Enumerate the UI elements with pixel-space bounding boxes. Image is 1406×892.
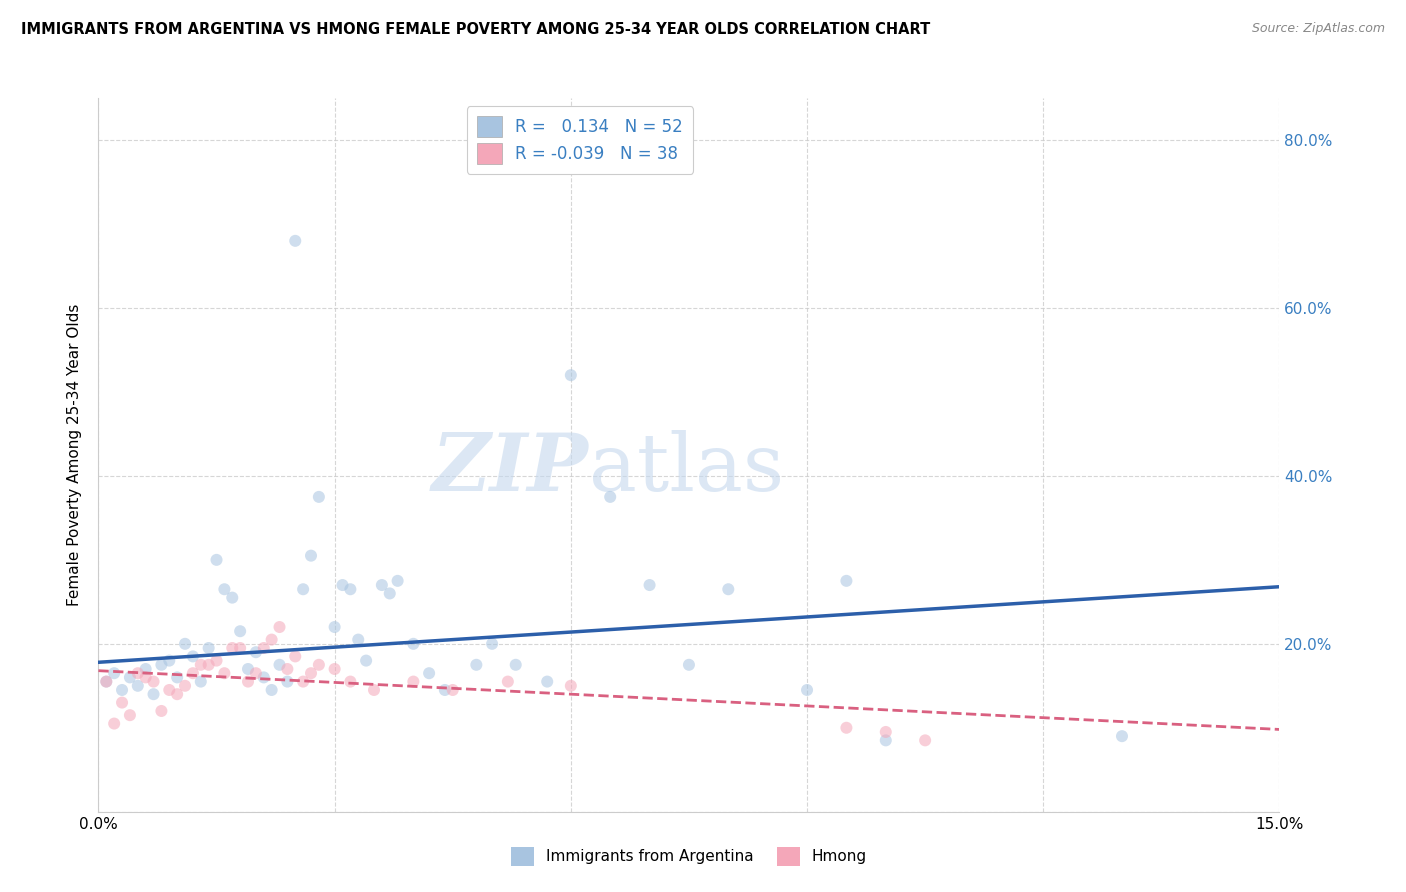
Point [127,679,149,693]
Point [103,666,125,681]
Point [214,666,236,681]
Point [875,733,897,747]
Point [284,649,307,664]
Point [560,368,582,383]
Point [560,679,582,693]
Point [332,578,354,592]
Point [142,687,165,701]
Point [433,683,456,698]
Point [354,654,377,668]
Point [245,666,267,681]
Point [236,662,259,676]
Point [875,725,897,739]
Point [638,578,661,592]
Point [205,654,228,668]
Point [371,578,394,592]
Point [181,649,204,664]
Point [299,666,322,681]
Point [269,620,291,634]
Point [505,657,527,672]
Point [142,674,165,689]
Point [387,574,409,588]
Text: Source: ZipAtlas.com: Source: ZipAtlas.com [1251,22,1385,36]
Point [96,674,118,689]
Point [363,683,385,698]
Legend: Immigrants from Argentina, Hmong: Immigrants from Argentina, Hmong [505,841,873,871]
Point [914,733,936,747]
Point [197,640,219,655]
Point [292,582,315,597]
Point [347,632,370,647]
Point [496,674,519,689]
Point [221,640,243,655]
Point [269,657,291,672]
Point [276,662,298,676]
Point [678,657,700,672]
Point [229,640,252,655]
Point [127,666,149,681]
Point [118,670,141,684]
Point [276,674,298,689]
Point [157,683,180,698]
Point [236,674,259,689]
Point [402,674,425,689]
Point [111,696,134,710]
Point [536,674,558,689]
Point [481,637,503,651]
Point [197,657,219,672]
Point [465,657,488,672]
Point [174,637,197,651]
Point [253,640,276,655]
Point [150,704,173,718]
Point [103,716,125,731]
Point [308,657,330,672]
Point [339,582,361,597]
Point [229,624,252,639]
Point [221,591,243,605]
Point [835,721,858,735]
Point [599,490,621,504]
Point [441,683,464,698]
Point [323,620,346,634]
Point [308,490,330,504]
Point [1111,729,1133,743]
Point [96,674,118,689]
Point [717,582,740,597]
Point [190,657,212,672]
Point [118,708,141,723]
Y-axis label: Female Poverty Among 25-34 Year Olds: Female Poverty Among 25-34 Year Olds [67,304,83,606]
Point [378,586,401,600]
Text: ZIP: ZIP [432,431,589,508]
Point [150,657,173,672]
Point [214,582,236,597]
Point [284,234,307,248]
Point [205,553,228,567]
Text: atlas: atlas [589,430,783,508]
Point [260,632,283,647]
Point [166,687,188,701]
Point [292,674,315,689]
Point [174,679,197,693]
Point [402,637,425,651]
Point [135,670,157,684]
Point [111,683,134,698]
Point [260,683,283,698]
Point [323,662,346,676]
Point [796,683,818,698]
Point [190,674,212,689]
Point [339,674,361,689]
Point [166,670,188,684]
Point [835,574,858,588]
Text: IMMIGRANTS FROM ARGENTINA VS HMONG FEMALE POVERTY AMONG 25-34 YEAR OLDS CORRELAT: IMMIGRANTS FROM ARGENTINA VS HMONG FEMAL… [21,22,931,37]
Point [135,662,157,676]
Point [245,645,267,659]
Point [299,549,322,563]
Point [181,666,204,681]
Point [418,666,440,681]
Point [253,670,276,684]
Point [157,654,180,668]
